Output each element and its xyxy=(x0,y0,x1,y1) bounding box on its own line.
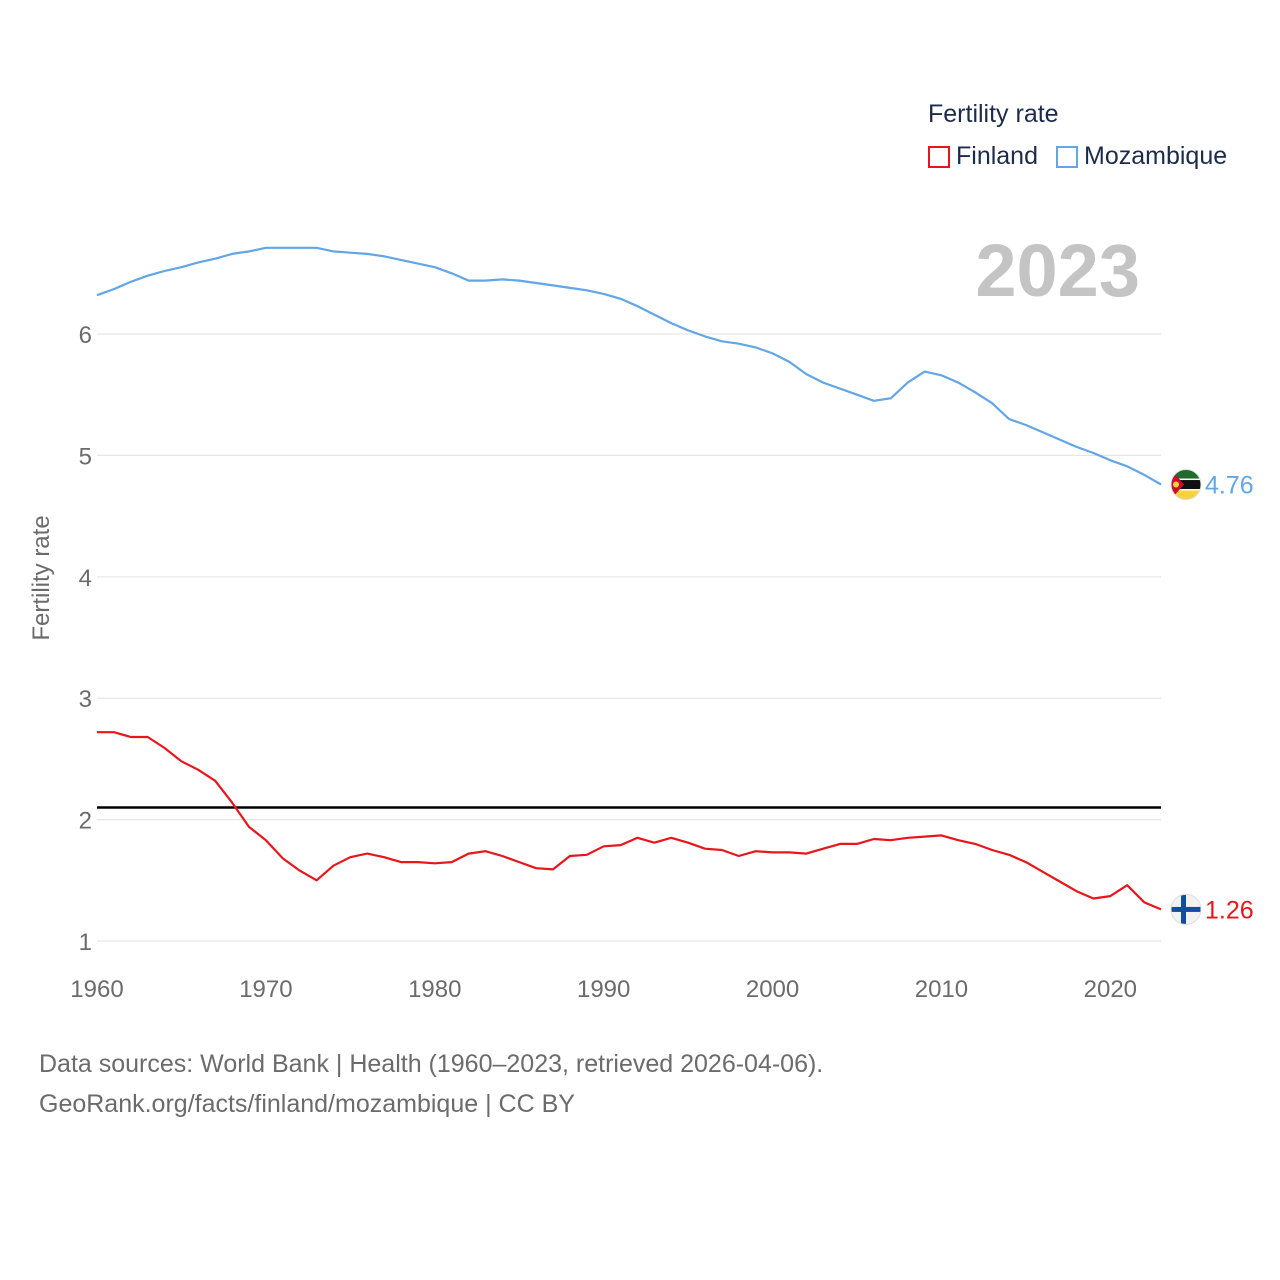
grid-lines xyxy=(97,333,1161,942)
end-label-mozambique: 4.76 xyxy=(1205,472,1254,500)
footer-link[interactable]: GeoRank.org/facts/finland/mozambique | C… xyxy=(39,1090,575,1118)
mozambique-flag-icon xyxy=(1170,469,1202,501)
legend-swatch-finland xyxy=(928,145,950,168)
y-tick-label-6: 6 xyxy=(79,322,92,349)
x-tick-label-1990: 1990 xyxy=(577,976,630,1003)
series-line-finland xyxy=(97,731,1162,911)
series-end-markers: 1.26 4.76 xyxy=(1170,469,1254,925)
footer-sources: Data sources: World Bank | Health (1960–… xyxy=(39,1050,824,1078)
y-tick-label-1: 1 xyxy=(79,929,92,956)
x-axis-tick-labels: 1960 1970 1980 1990 2000 2010 2020 xyxy=(70,976,1137,1003)
x-tick-label-2010: 2010 xyxy=(915,976,968,1003)
legend-label-mozambique: Mozambique xyxy=(1084,142,1228,170)
legend-swatch-mozambique xyxy=(1056,145,1078,168)
y-tick-label-5: 5 xyxy=(79,443,92,470)
legend-label-finland: Finland xyxy=(956,142,1038,170)
end-label-finland: 1.26 xyxy=(1205,896,1254,924)
x-tick-label-2000: 2000 xyxy=(746,976,799,1003)
y-axis-label: Fertility rate xyxy=(28,515,55,641)
y-axis-tick-labels: 1 2 3 4 5 6 xyxy=(79,322,92,956)
legend: Finland Mozambique xyxy=(928,142,1245,171)
legend-title: Fertility rate xyxy=(928,100,1059,128)
x-tick-label-1970: 1970 xyxy=(239,976,292,1003)
x-tick-label-1960: 1960 xyxy=(70,976,123,1003)
legend-item-finland[interactable]: Finland xyxy=(928,142,1038,171)
y-tick-label-2: 2 xyxy=(79,808,92,835)
footer: Data sources: World Bank | Health (1960–… xyxy=(39,1044,823,1124)
x-tick-label-2020: 2020 xyxy=(1084,976,1137,1003)
y-tick-label-4: 4 xyxy=(79,565,92,592)
legend-item-mozambique[interactable]: Mozambique xyxy=(1056,142,1227,171)
y-tick-label-3: 3 xyxy=(79,686,92,713)
series-lines xyxy=(96,246,1162,911)
series-line-mozambique xyxy=(96,246,1162,486)
finland-flag-icon xyxy=(1170,893,1202,925)
x-tick-label-1980: 1980 xyxy=(408,976,461,1003)
year-label: 2023 xyxy=(975,229,1140,312)
